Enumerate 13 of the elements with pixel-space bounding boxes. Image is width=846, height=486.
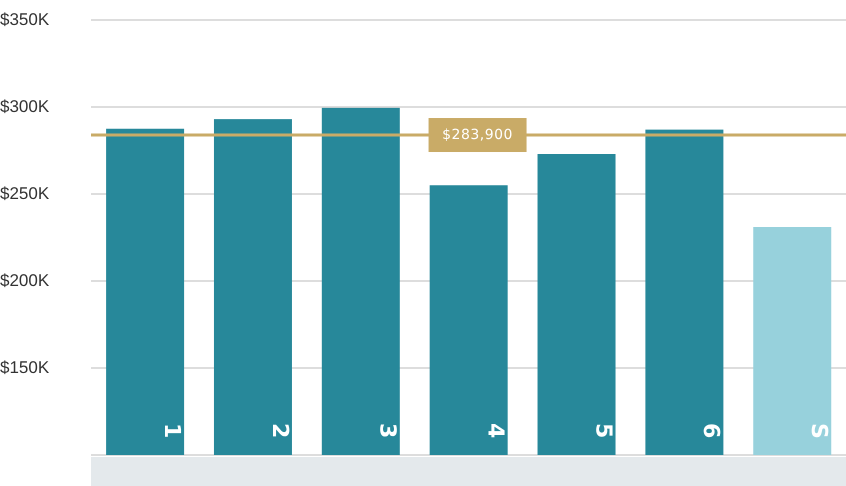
y-tick-label: $350K <box>0 10 50 29</box>
x-tick-label: 3 <box>374 423 400 438</box>
x-tick-label: 5 <box>590 423 616 438</box>
x-tick-label: S <box>806 423 832 439</box>
y-tick-label: $300K <box>0 97 50 116</box>
x-tick-label: 4 <box>482 423 508 438</box>
y-tick-label: $250K <box>0 184 50 203</box>
x-tick-label: 2 <box>266 423 292 438</box>
ref-line-label: $283,900 <box>442 126 513 143</box>
x-tick-label: 6 <box>698 423 724 438</box>
y-tick-label: $200K <box>0 271 50 290</box>
x-tick-label: 1 <box>158 423 184 438</box>
y-tick-label: $150K <box>0 358 50 377</box>
